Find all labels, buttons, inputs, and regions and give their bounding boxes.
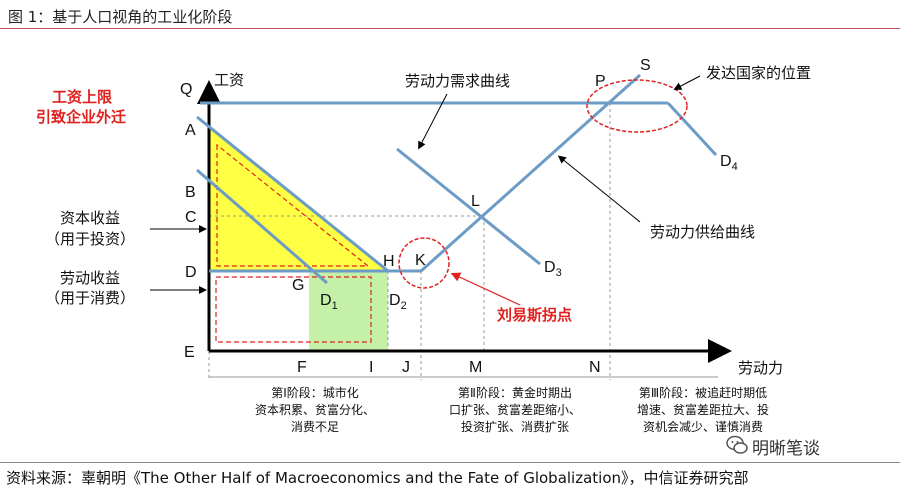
wechat-icon (726, 435, 748, 454)
developed-text: 发达国家的位置 (706, 65, 811, 82)
label-d3: D3 (544, 259, 562, 279)
capital-dashed-outline (216, 143, 370, 267)
stage-3-line-2: 增速、贫富差距拉大、投 (637, 402, 769, 417)
developed-arrow (673, 75, 701, 90)
stage-1-text: 第Ⅰ阶段：城市化 资本积累、贫富分化、 消费不足 (255, 385, 375, 434)
stage-2-line-3: 投资扩张、消费扩张 (461, 419, 569, 434)
supply-curve-arrow (557, 155, 641, 223)
title-divider (0, 28, 900, 29)
stage-1-line-1: 第Ⅰ阶段：城市化 (271, 385, 359, 400)
lewis-arrow (450, 272, 521, 306)
lewis-point-circle (398, 237, 450, 289)
stage-2-line-2: 口扩张、贫富差距缩小、 (449, 402, 581, 417)
point-h: H (383, 253, 395, 270)
stage-3-line-3: 资机会减少、谨慎消费 (643, 420, 763, 434)
tick-b: B (185, 184, 196, 201)
tick-q: Q (180, 81, 192, 98)
label-d4: D4 (720, 153, 738, 173)
tick-j: J (402, 359, 410, 376)
stage-3-text: 第Ⅲ阶段：被追赶时期低 增速、贫富差距拉大、投 资机会减少、谨慎消费 (637, 385, 769, 434)
label-d1: D1 (320, 292, 338, 312)
source-note: 资料来源：辜朝明《The Other Half of Macroeconomic… (6, 469, 749, 487)
wage-limit-text-1: 工资上限 (52, 88, 112, 106)
tick-n: N (589, 359, 601, 376)
tick-c: C (185, 209, 197, 226)
demand-curve-arrow (418, 93, 448, 150)
supply-curve-text: 劳动力供给曲线 (650, 224, 755, 241)
developed-country-circle (586, 79, 688, 133)
stage-1-line-2: 资本积累、贫富分化、 (255, 402, 375, 417)
d3-curve (396, 147, 541, 266)
labor-supply-curve (419, 73, 642, 273)
label-d2: D2 (389, 292, 407, 312)
consumption-area (309, 271, 388, 351)
point-k: K (415, 252, 426, 269)
source-divider (0, 462, 900, 463)
demand-curve-text: 劳动力需求曲线 (405, 73, 510, 90)
x-axis-label: 劳动力 (738, 360, 783, 377)
labor-dashed-outline (215, 276, 372, 343)
capital-return-text: 资本收益 (60, 210, 120, 227)
stage-2-text: 第Ⅱ阶段：黄金时期出 口扩张、贫富差距缩小、 投资扩张、消费扩张 (449, 385, 581, 434)
labor-use-text: （用于消费） (45, 290, 135, 307)
watermark-text: 明晰笔谈 (752, 439, 820, 459)
point-g: G (292, 277, 304, 294)
d2-curve (196, 115, 389, 273)
wage-limit-text-2: 引致企业外迁 (36, 108, 126, 126)
d4-curve (666, 101, 718, 157)
point-s: S (640, 57, 651, 74)
capital-use-text: （用于投资） (45, 231, 135, 248)
d1-curve (196, 168, 328, 285)
labor-return-text: 劳动收益 (60, 270, 120, 287)
stage-3-line-1: 第Ⅲ阶段：被追赶时期低 (639, 385, 767, 400)
stage-2-line-1: 第Ⅱ阶段：黄金时期出 (458, 385, 572, 400)
tick-d: D (185, 264, 197, 281)
lewis-text: 刘易斯拐点 (497, 306, 572, 324)
point-l: L (471, 193, 480, 210)
point-p: P (595, 73, 606, 90)
tick-f: F (297, 359, 307, 376)
tick-m: M (469, 359, 482, 376)
tick-a: A (185, 122, 196, 139)
figure-title: 图 1：基于人口视角的工业化阶段 (8, 8, 233, 26)
tick-e: E (184, 344, 195, 361)
y-axis-label: 工资 (214, 72, 244, 89)
tick-i: I (369, 359, 373, 376)
stage-1-line-3: 消费不足 (291, 420, 339, 434)
